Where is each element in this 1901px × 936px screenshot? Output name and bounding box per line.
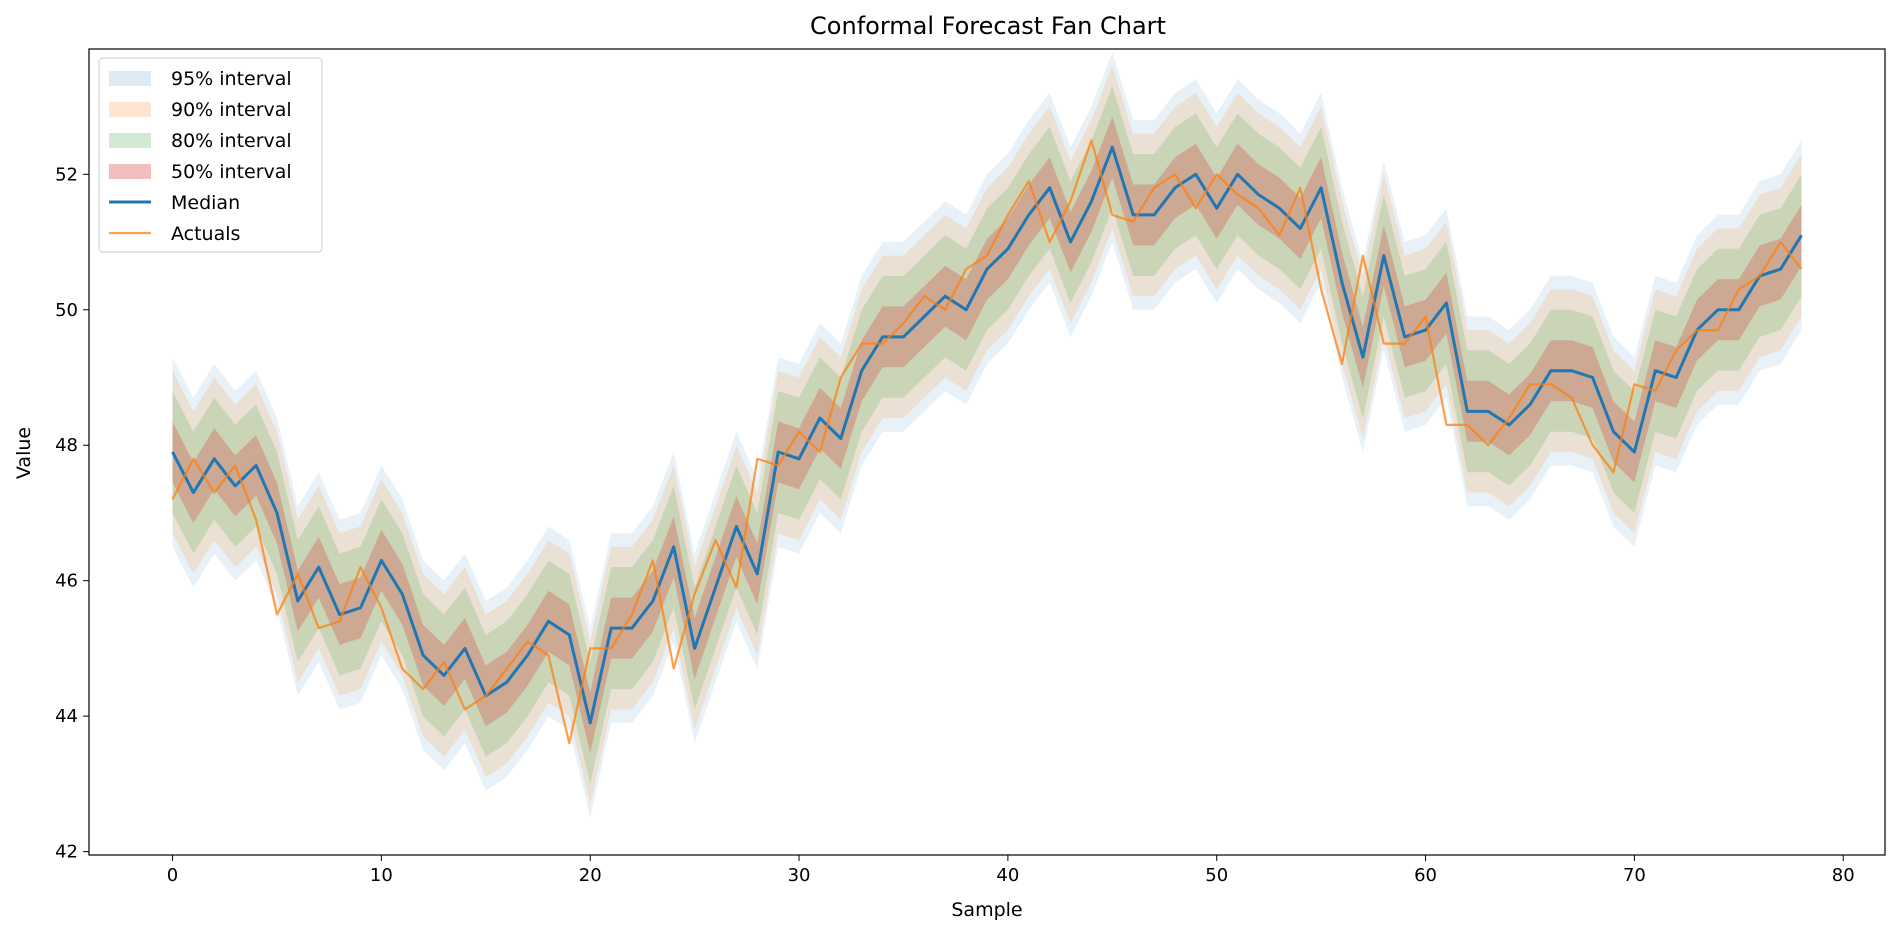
y-tick-label: 48 <box>55 435 78 456</box>
chart-title: Conformal Forecast Fan Chart <box>810 12 1166 40</box>
band-80-interval <box>172 86 1802 784</box>
x-tick-label: 20 <box>579 865 602 886</box>
legend-swatch <box>109 164 151 179</box>
y-axis-label: Value <box>13 427 35 479</box>
band-95-interval <box>172 52 1802 818</box>
legend-swatch <box>109 133 151 148</box>
legend-label: 50% interval <box>171 161 292 183</box>
legend-box <box>98 57 323 253</box>
band-90-interval <box>172 65 1802 805</box>
x-tick-label: 40 <box>996 865 1019 886</box>
x-tick-label: 70 <box>1623 865 1646 886</box>
x-tick-label: 30 <box>788 865 811 886</box>
y-tick-label: 50 <box>55 300 78 321</box>
band-50-interval <box>172 116 1802 754</box>
y-tick-label: 46 <box>55 571 78 592</box>
y-tick-label: 52 <box>55 164 78 185</box>
y-tick-label: 42 <box>55 842 78 863</box>
legend: 95% interval 90% interval 80% interval 50% … <box>98 57 323 253</box>
x-tick-label: 60 <box>1414 865 1437 886</box>
x-tick-label: 50 <box>1205 865 1228 886</box>
legend-label: 90% interval <box>171 99 292 121</box>
legend-swatch <box>109 71 151 86</box>
y-axis: 42 44 46 48 50 52 <box>55 164 89 863</box>
legend-label: 80% interval <box>171 130 292 152</box>
x-axis: 0 10 20 30 40 50 60 70 80 <box>167 855 1855 886</box>
legend-label: Median <box>171 192 240 214</box>
plot-frame <box>88 48 1886 856</box>
x-tick-label: 0 <box>167 865 178 886</box>
legend-label: Actuals <box>171 223 240 245</box>
x-tick-label: 80 <box>1832 865 1855 886</box>
legend-swatch <box>109 102 151 117</box>
y-tick-label: 44 <box>55 706 78 727</box>
median-line <box>171 145 1803 725</box>
actuals-line <box>171 139 1803 745</box>
x-axis-label: Sample <box>951 899 1022 921</box>
x-tick-label: 10 <box>370 865 393 886</box>
plot-area <box>171 52 1803 818</box>
legend-label: 95% interval <box>171 68 292 90</box>
